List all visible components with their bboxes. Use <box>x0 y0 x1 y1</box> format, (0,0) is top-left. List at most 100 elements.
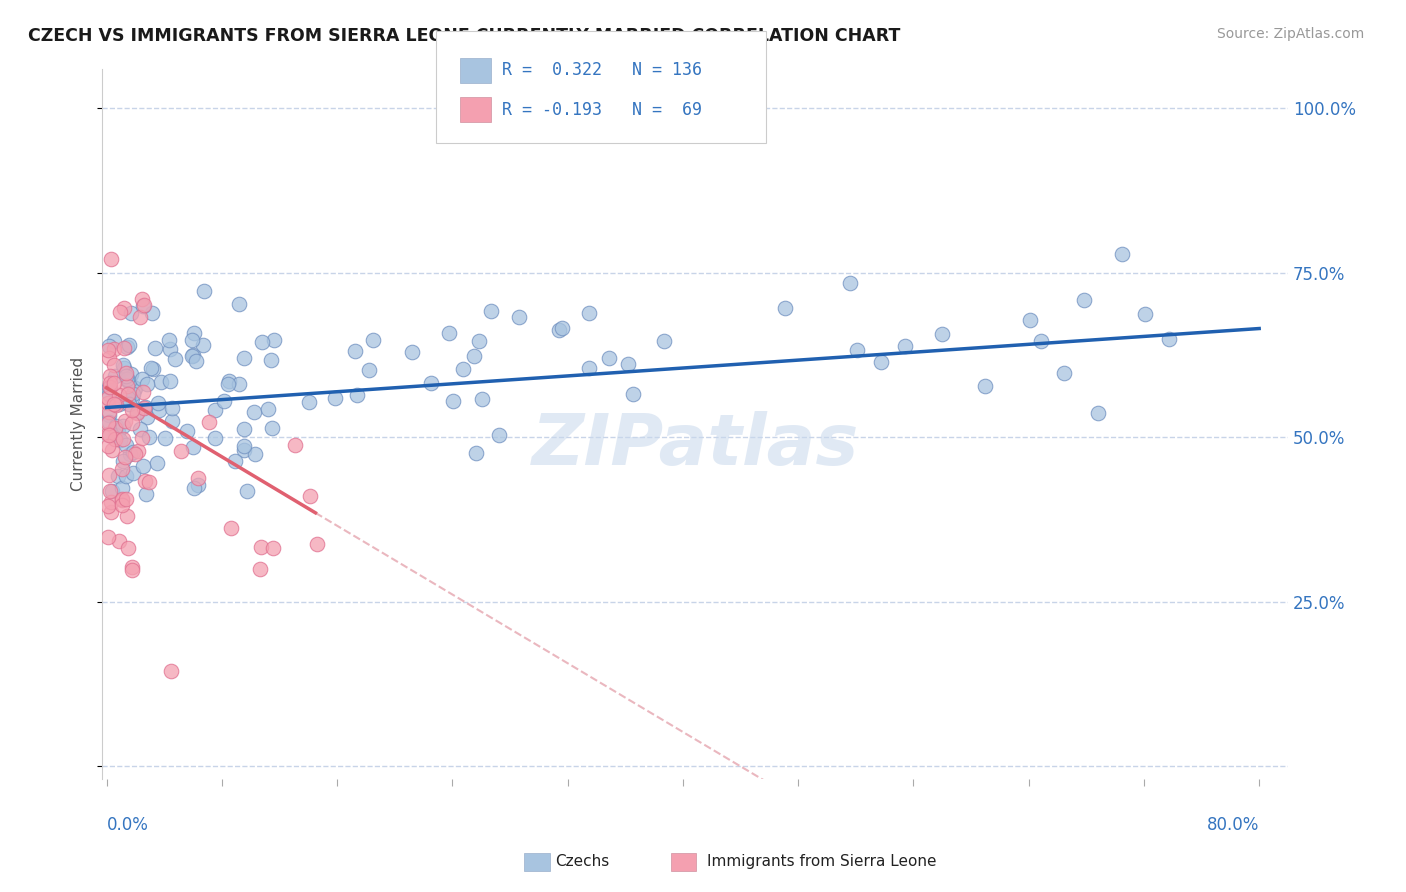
Point <box>598 351 620 366</box>
Point <box>153 431 176 445</box>
Text: 80.0%: 80.0% <box>1206 815 1260 834</box>
Point <box>127 444 149 458</box>
Point <box>112 418 135 433</box>
Point <box>142 362 165 376</box>
Point <box>107 468 129 483</box>
Point <box>183 481 205 495</box>
Point <box>100 483 122 498</box>
Point <box>121 402 143 417</box>
Point <box>488 427 510 442</box>
Point <box>219 521 242 535</box>
Point <box>100 495 122 509</box>
Point <box>181 348 204 362</box>
Point <box>451 362 474 376</box>
Point <box>112 341 135 355</box>
Point <box>114 367 136 381</box>
Point <box>128 422 150 436</box>
Point <box>145 456 167 470</box>
Point <box>132 299 155 313</box>
Point <box>617 357 640 371</box>
Point <box>107 425 129 439</box>
Point <box>299 489 322 503</box>
Point <box>361 333 384 347</box>
Point <box>468 334 491 348</box>
Point <box>115 509 138 524</box>
Point <box>236 483 259 498</box>
Point <box>228 377 250 392</box>
Point <box>346 388 368 402</box>
Point <box>551 320 574 334</box>
Point <box>187 470 209 484</box>
Point <box>159 374 181 388</box>
Point <box>98 339 121 353</box>
Point <box>127 405 149 419</box>
Point <box>162 401 184 416</box>
Point <box>103 376 125 390</box>
Point <box>117 374 139 388</box>
Point <box>107 397 129 411</box>
Point <box>143 342 166 356</box>
Point <box>131 458 153 473</box>
Point <box>114 492 136 507</box>
Point <box>176 424 198 438</box>
Point <box>1159 332 1181 346</box>
Point <box>104 432 127 446</box>
Point <box>652 334 675 348</box>
Point <box>100 252 122 267</box>
Y-axis label: Currently Married: Currently Married <box>72 357 86 491</box>
Point <box>845 343 868 357</box>
Point <box>184 353 207 368</box>
Point <box>479 304 502 318</box>
Point <box>224 454 246 468</box>
Point <box>298 395 321 409</box>
Point <box>217 376 239 391</box>
Text: CZECH VS IMMIGRANTS FROM SIERRA LEONE CURRENTLY MARRIED CORRELATION CHART: CZECH VS IMMIGRANTS FROM SIERRA LEONE CU… <box>28 27 900 45</box>
Point <box>97 396 120 410</box>
Point <box>419 376 441 390</box>
Point <box>141 305 163 319</box>
Point <box>131 372 153 386</box>
Point <box>1019 312 1042 326</box>
Point <box>118 447 141 461</box>
Point <box>100 505 122 519</box>
Point <box>157 333 180 347</box>
Point <box>100 369 122 384</box>
Point <box>118 338 141 352</box>
Point <box>508 310 530 324</box>
Point <box>148 403 170 417</box>
Point <box>134 401 156 415</box>
Point <box>121 559 143 574</box>
Point <box>160 664 183 678</box>
Point <box>112 432 135 446</box>
Point <box>98 484 121 499</box>
Point <box>111 498 134 512</box>
Point <box>263 333 285 347</box>
Point <box>117 340 139 354</box>
Text: 0.0%: 0.0% <box>107 815 149 834</box>
Point <box>262 541 284 555</box>
Point <box>117 386 139 401</box>
Point <box>204 403 226 417</box>
Point <box>97 391 120 405</box>
Point <box>180 350 202 364</box>
Point <box>104 428 127 442</box>
Point <box>98 468 121 483</box>
Point <box>204 431 226 445</box>
Point <box>136 377 159 392</box>
Point <box>118 396 141 410</box>
Text: Immigrants from Sierra Leone: Immigrants from Sierra Leone <box>707 855 936 869</box>
Point <box>181 334 204 348</box>
Point <box>104 398 127 412</box>
Point <box>115 438 138 452</box>
Point <box>117 541 139 556</box>
Point <box>97 427 120 442</box>
Point <box>471 392 494 406</box>
Point <box>257 402 280 417</box>
Text: R = -0.193   N =  69: R = -0.193 N = 69 <box>502 101 702 119</box>
Point <box>233 351 256 365</box>
Point <box>115 368 138 383</box>
Point <box>122 444 145 458</box>
Point <box>112 361 135 376</box>
Point <box>159 342 181 356</box>
Point <box>111 492 134 507</box>
